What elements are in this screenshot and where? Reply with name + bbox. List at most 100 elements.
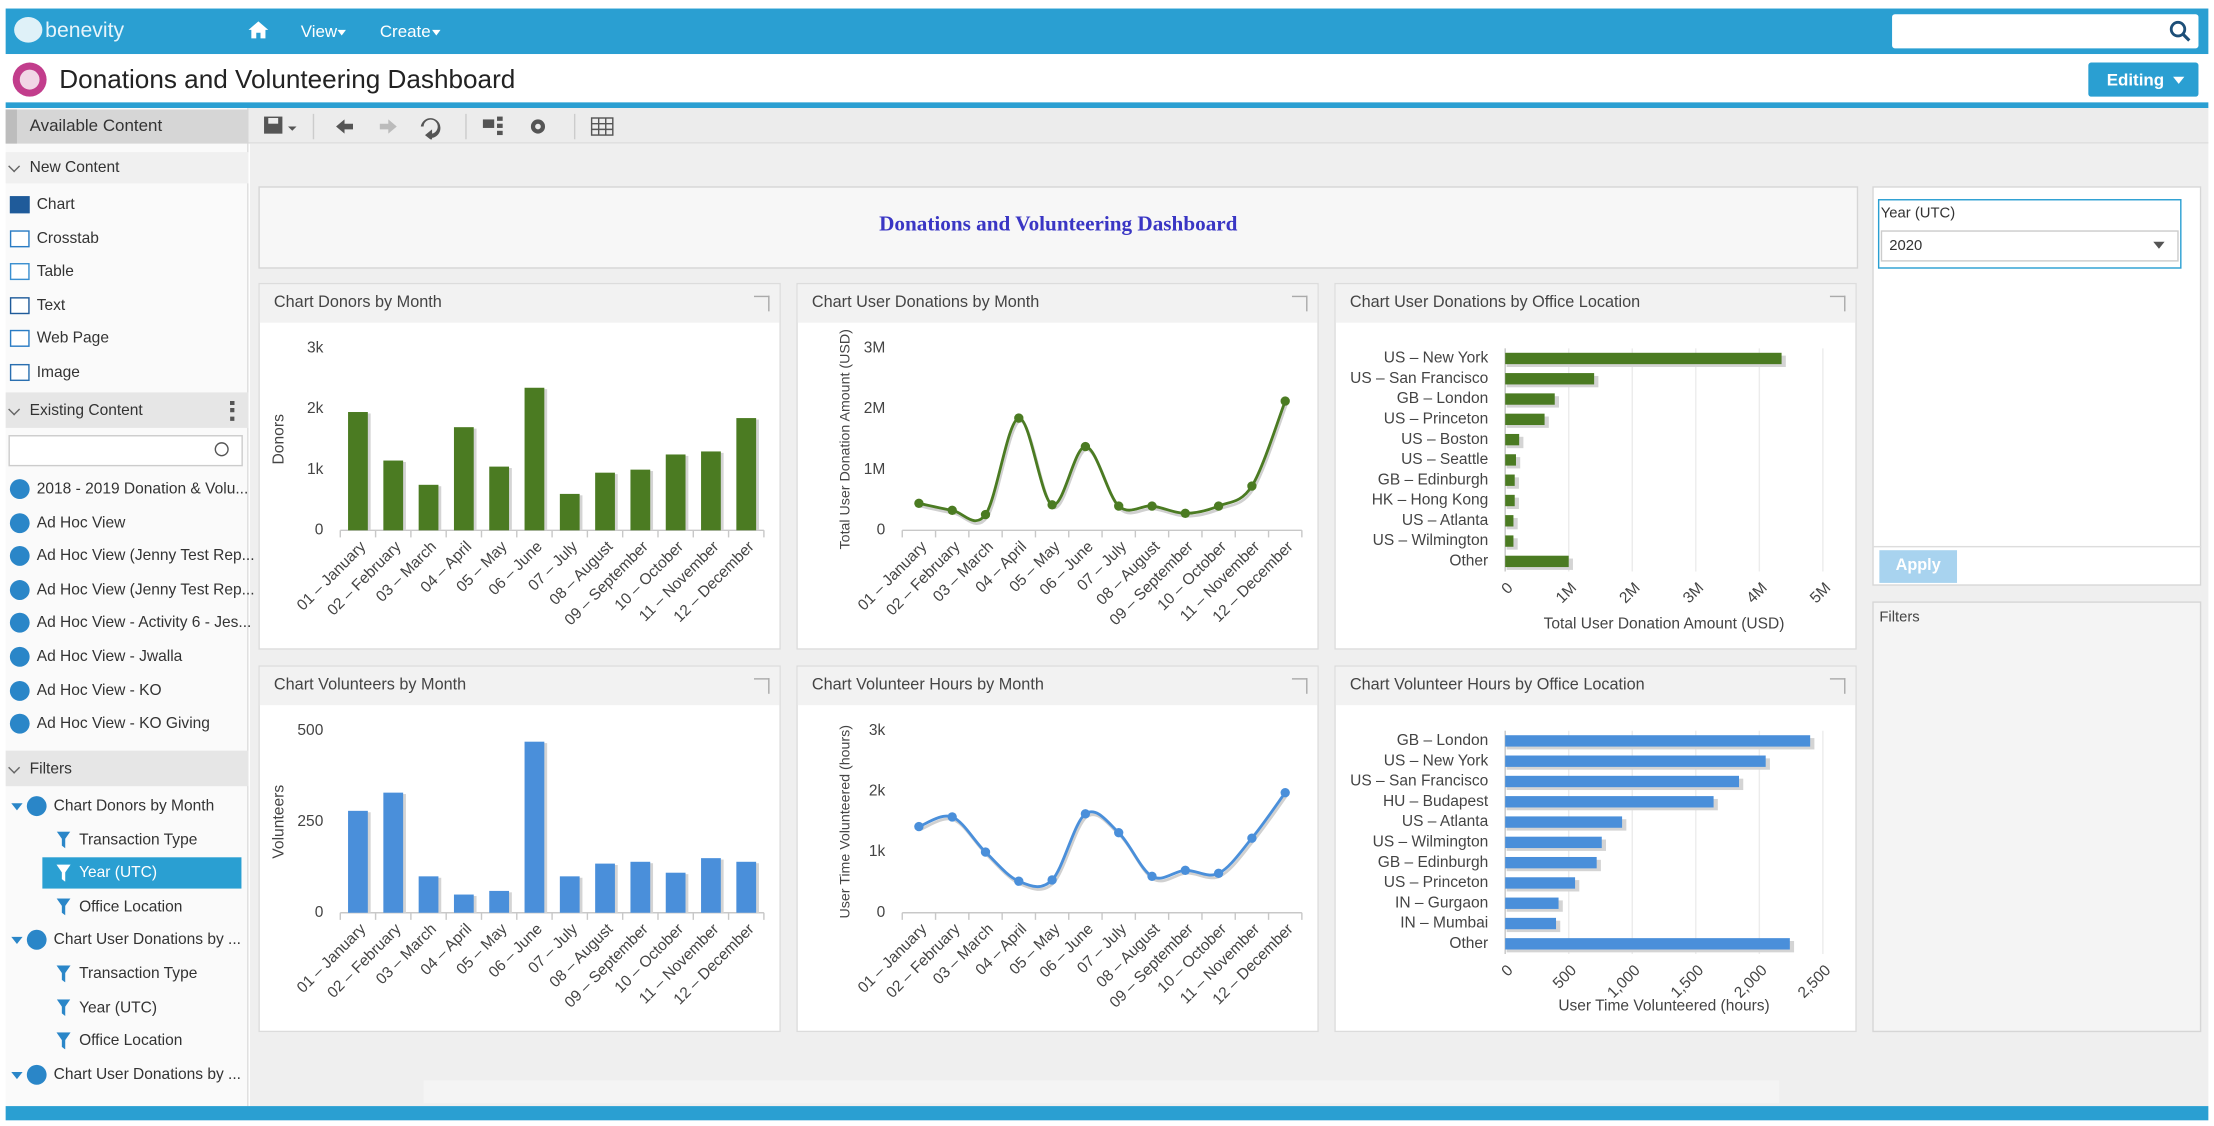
expand-icon[interactable]	[1291, 295, 1308, 312]
filter-group[interactable]: Chart Donors by Month	[53, 797, 215, 815]
filter-item[interactable]: Transaction Type	[79, 831, 198, 849]
bar	[701, 451, 721, 531]
caret	[2153, 241, 2165, 249]
mode-label[interactable]: Editing	[2106, 69, 2165, 90]
year-value[interactable]: 2020	[1889, 237, 1923, 255]
content-item[interactable]: Web Page	[36, 330, 109, 348]
content-item[interactable]: Ad Hoc View - KO Giving	[36, 715, 210, 733]
x-tick-label: 0	[1498, 579, 1516, 597]
x-tick-label: 1,000	[1604, 962, 1644, 1002]
bar	[489, 466, 510, 531]
section-heading: Filters	[29, 760, 72, 778]
expand-icon[interactable]	[754, 678, 770, 694]
search-box[interactable]	[1892, 14, 2199, 49]
search-input[interactable]	[8, 435, 243, 467]
y-axis-title: User Time Volunteered (hours)	[838, 725, 854, 918]
y-tick-label: 0	[877, 904, 886, 921]
section-heading: New Content	[29, 159, 120, 177]
y-tick-label: US – Atlanta	[1402, 813, 1489, 830]
home-icon[interactable]	[247, 20, 270, 40]
bar	[1505, 856, 1597, 869]
point	[1014, 413, 1024, 423]
bar	[1505, 454, 1516, 466]
tree-toggle[interactable]	[11, 803, 23, 811]
content-item[interactable]: Crosstab	[36, 229, 99, 247]
x-tick-label: 5M	[1807, 579, 1834, 606]
content-item[interactable]: Ad Hoc View (Jenny Test Rep...	[36, 581, 255, 599]
bar	[595, 472, 615, 531]
x-tick-label: 0	[1498, 962, 1516, 980]
toolbar-icons[interactable]	[263, 113, 630, 140]
content-item[interactable]: Chart	[36, 196, 75, 214]
view-icon	[9, 713, 30, 734]
divider	[5, 102, 2209, 109]
chart-title: Chart Volunteer Hours by Month	[797, 666, 1318, 706]
bar	[1505, 755, 1766, 767]
chart-title: Chart Volunteer Hours by Office Location	[1335, 666, 1856, 706]
y-tick-label: US – New York	[1384, 752, 1489, 769]
nav-create[interactable]: Create	[379, 21, 431, 42]
filter-item[interactable]: Office Location	[79, 1032, 183, 1050]
section-header	[5, 750, 249, 787]
y-axis-title: Total User Donation Amount (USD)	[838, 329, 854, 549]
content-icon	[9, 263, 30, 281]
title-panel	[258, 186, 1859, 269]
section-heading: Existing Content	[29, 402, 143, 420]
bar	[701, 858, 721, 913]
y-tick-label: 500	[297, 722, 323, 739]
expand-icon[interactable]	[1829, 295, 1846, 312]
view-icon	[9, 579, 30, 600]
y-tick-label: US – Boston	[1401, 431, 1488, 448]
content-item[interactable]: Text	[36, 296, 66, 314]
y-tick-label: US – Atlanta	[1402, 512, 1489, 529]
nav-view[interactable]: View	[300, 21, 338, 42]
content-item[interactable]: Table	[36, 263, 74, 281]
point	[947, 505, 957, 515]
apply-button[interactable]: Apply	[1879, 550, 1958, 583]
filter-item[interactable]: Transaction Type	[79, 965, 198, 983]
scrollbar[interactable]	[423, 1080, 1780, 1104]
bar	[383, 792, 404, 913]
y-axis-title: Donors	[271, 414, 288, 465]
sidebar-title: Available Content	[29, 115, 163, 136]
filter-item[interactable]: Year (UTC)	[79, 864, 158, 882]
y-tick-label: 1k	[307, 461, 324, 478]
y-tick-label: 1M	[864, 461, 886, 478]
bar	[736, 861, 757, 913]
point	[1114, 827, 1124, 838]
x-tick-label: 2M	[1616, 579, 1643, 606]
expand-icon[interactable]	[1829, 678, 1846, 694]
bar	[559, 493, 580, 531]
expand-icon[interactable]	[754, 295, 770, 312]
filter-item[interactable]: Year (UTC)	[79, 998, 158, 1016]
collapse-button[interactable]	[5, 109, 17, 144]
bar	[1505, 917, 1557, 930]
content-item[interactable]: Ad Hoc View	[36, 514, 126, 532]
point	[1080, 809, 1091, 819]
y-tick-label: US – Seattle	[1401, 451, 1488, 468]
content-item[interactable]: Image	[36, 363, 80, 382]
tree-toggle[interactable]	[11, 937, 23, 945]
content-item[interactable]: Ad Hoc View - Activity 6 - Jes...	[36, 614, 252, 632]
filter-group[interactable]: Chart User Donations by ...	[53, 931, 241, 949]
content-item[interactable]: Ad Hoc View - Jwalla	[36, 648, 183, 666]
x-axis-title: User Time Volunteered (hours)	[1558, 998, 1769, 1015]
filter-group[interactable]: Chart User Donations by ...	[53, 1066, 241, 1084]
search-icon[interactable]	[2169, 20, 2192, 43]
year-select[interactable]	[1880, 230, 2179, 262]
y-tick-label: 250	[297, 813, 323, 830]
caret	[2173, 76, 2185, 84]
expand-icon[interactable]	[1291, 678, 1308, 694]
content-item[interactable]: 2018 - 2019 Donation & Volu...	[36, 480, 249, 498]
y-tick-label: US – Wilmington	[1373, 833, 1489, 850]
filter-item[interactable]: Office Location	[79, 898, 183, 916]
point	[1180, 508, 1190, 519]
view-icon	[9, 512, 30, 533]
y-tick-label: 3k	[307, 339, 324, 356]
tree-toggle[interactable]	[11, 1071, 23, 1079]
menu-dots[interactable]	[230, 400, 235, 421]
content-item[interactable]: Ad Hoc View (Jenny Test Rep...	[36, 547, 255, 565]
chart: 0 1M 2M 3M 4M 5M Total User Donation Amount (U…	[1350, 348, 1834, 632]
point	[1147, 871, 1157, 882]
content-item[interactable]: Ad Hoc View - KO	[36, 681, 162, 699]
